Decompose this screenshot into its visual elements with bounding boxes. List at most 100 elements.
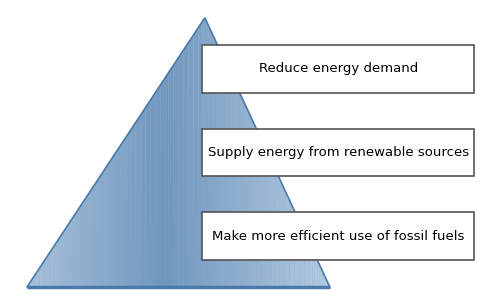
Polygon shape [28, 282, 328, 285]
Polygon shape [211, 31, 214, 287]
Polygon shape [252, 119, 254, 287]
Polygon shape [123, 138, 126, 287]
Polygon shape [234, 81, 236, 287]
Polygon shape [140, 111, 143, 287]
Polygon shape [320, 265, 322, 287]
Polygon shape [180, 53, 222, 56]
Polygon shape [188, 39, 191, 287]
Polygon shape [264, 146, 267, 287]
Polygon shape [150, 99, 244, 101]
Polygon shape [254, 124, 256, 287]
Polygon shape [300, 222, 302, 287]
Polygon shape [162, 80, 235, 82]
Polygon shape [176, 58, 225, 61]
Polygon shape [91, 188, 285, 190]
Polygon shape [229, 70, 232, 287]
Polygon shape [54, 244, 311, 247]
Polygon shape [244, 102, 246, 287]
FancyBboxPatch shape [202, 128, 474, 177]
Polygon shape [189, 39, 216, 42]
Polygon shape [82, 199, 85, 287]
Polygon shape [44, 258, 318, 260]
Polygon shape [219, 48, 222, 287]
Polygon shape [60, 233, 306, 236]
Polygon shape [62, 230, 64, 287]
Polygon shape [274, 167, 277, 287]
Polygon shape [37, 268, 40, 287]
Polygon shape [196, 29, 211, 31]
Polygon shape [136, 119, 138, 287]
Polygon shape [124, 136, 261, 139]
Text: Supply energy from renewable sources: Supply energy from renewable sources [208, 146, 469, 159]
Polygon shape [148, 101, 245, 104]
Polygon shape [146, 104, 246, 107]
Polygon shape [73, 214, 298, 217]
Polygon shape [146, 104, 148, 287]
Polygon shape [236, 86, 239, 287]
Polygon shape [176, 58, 178, 287]
Polygon shape [100, 174, 278, 177]
Polygon shape [114, 152, 268, 155]
Polygon shape [40, 264, 42, 287]
Polygon shape [130, 128, 258, 131]
Polygon shape [105, 165, 108, 287]
Polygon shape [126, 134, 260, 136]
Polygon shape [57, 239, 308, 242]
Polygon shape [72, 217, 298, 220]
Polygon shape [178, 54, 181, 287]
Polygon shape [246, 108, 249, 287]
Polygon shape [42, 260, 44, 287]
Polygon shape [204, 18, 206, 287]
Polygon shape [47, 253, 50, 287]
Polygon shape [168, 72, 231, 74]
Polygon shape [68, 223, 301, 225]
Polygon shape [64, 226, 67, 287]
Polygon shape [174, 62, 176, 287]
Polygon shape [206, 21, 208, 287]
Polygon shape [318, 260, 320, 287]
Polygon shape [32, 276, 34, 287]
Polygon shape [284, 189, 287, 287]
Polygon shape [171, 66, 228, 69]
Polygon shape [80, 204, 292, 206]
Polygon shape [242, 97, 244, 287]
Polygon shape [116, 150, 268, 152]
Polygon shape [181, 50, 184, 287]
Polygon shape [82, 201, 291, 204]
Polygon shape [88, 192, 90, 287]
Polygon shape [144, 107, 248, 109]
Polygon shape [121, 142, 264, 144]
Polygon shape [104, 169, 276, 171]
Polygon shape [302, 228, 304, 287]
Polygon shape [85, 196, 87, 287]
Polygon shape [160, 82, 236, 85]
Polygon shape [100, 173, 102, 287]
Polygon shape [259, 135, 262, 287]
Polygon shape [59, 236, 308, 239]
Polygon shape [56, 242, 310, 244]
Polygon shape [216, 42, 219, 287]
Polygon shape [94, 182, 282, 185]
Polygon shape [95, 180, 98, 287]
Polygon shape [270, 157, 272, 287]
Polygon shape [182, 50, 221, 53]
Polygon shape [48, 252, 315, 255]
Polygon shape [198, 23, 201, 287]
Polygon shape [38, 268, 323, 271]
Polygon shape [152, 96, 242, 99]
Polygon shape [192, 34, 214, 37]
Polygon shape [52, 245, 54, 287]
Polygon shape [290, 200, 292, 287]
Polygon shape [325, 276, 328, 287]
Polygon shape [328, 282, 330, 287]
Polygon shape [75, 212, 296, 214]
Polygon shape [34, 272, 37, 287]
Polygon shape [92, 185, 284, 188]
Polygon shape [50, 249, 52, 287]
Polygon shape [201, 20, 203, 287]
Polygon shape [315, 255, 318, 287]
FancyBboxPatch shape [202, 212, 474, 260]
Polygon shape [84, 198, 290, 201]
Polygon shape [46, 255, 316, 258]
Polygon shape [186, 45, 218, 47]
